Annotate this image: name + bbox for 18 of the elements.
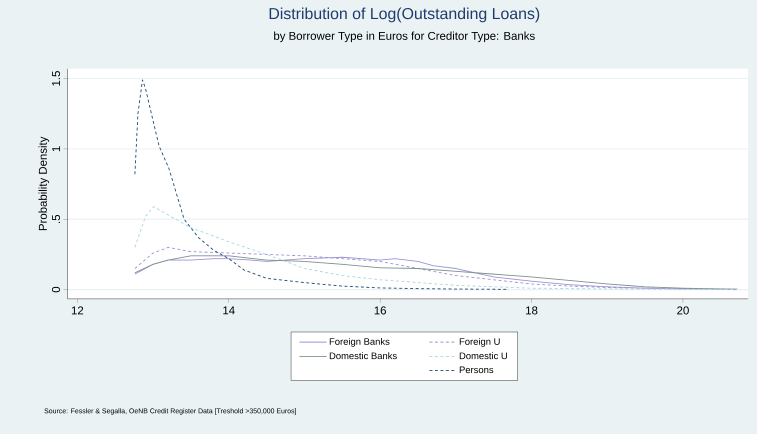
- chart-subtitle: by Borrower Type in Euros for Creditor Type: Banks: [274, 31, 535, 42]
- x-tick-label: 20: [677, 306, 689, 314]
- y-tick-label: 1: [52, 146, 60, 152]
- chart-title: Distribution of Log(Outstanding Loans): [270, 7, 540, 22]
- legend-label: Foreign Banks: [330, 338, 390, 347]
- x-tick-label: 12: [72, 306, 84, 314]
- x-tick-label: 18: [526, 306, 538, 314]
- y-axis-title: Probability Density: [38, 136, 50, 230]
- y-tick-label: 0: [52, 286, 60, 292]
- x-tick-label: 14: [223, 306, 235, 314]
- y-tick-label: 1.5: [52, 70, 60, 86]
- line-series: [134, 79, 510, 290]
- legend-label: Foreign U: [460, 338, 500, 347]
- x-tick-label: 16: [374, 306, 386, 314]
- y-tick-label: .5: [52, 214, 60, 223]
- legend-label: Domestic Banks: [330, 352, 397, 359]
- legend-label: Domestic U: [460, 352, 508, 359]
- legend-label: Persons: [460, 366, 494, 373]
